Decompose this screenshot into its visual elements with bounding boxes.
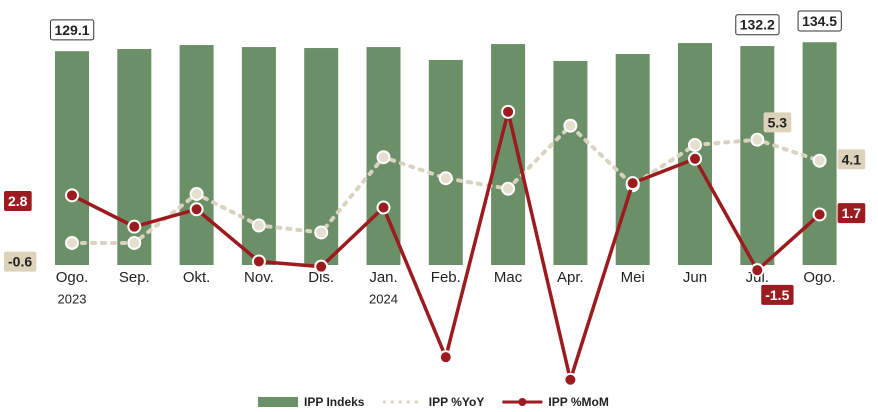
- x-tick-label: Sep.: [119, 269, 150, 286]
- legend-swatch-dot: [518, 398, 527, 406]
- line-value-label-box: [763, 112, 792, 133]
- point: [563, 372, 578, 387]
- legend-label: IPP %MoM: [548, 395, 608, 409]
- line-value-label: 5.3: [763, 112, 792, 133]
- point: [812, 207, 827, 222]
- line-value-label: -0.6: [4, 251, 37, 272]
- line-value-label-text: 5.3: [768, 114, 788, 130]
- legend-label: IPP %YoY: [429, 395, 485, 409]
- legend-label: IPP Indeks: [304, 395, 365, 409]
- line-value-label-box: [4, 251, 37, 272]
- line-value-label-text: 2.8: [8, 193, 28, 209]
- bar: [802, 42, 837, 265]
- point: [625, 176, 640, 191]
- x-tick-sublabel: 2024: [369, 291, 398, 306]
- bar-value-label-text: 134.5: [802, 13, 837, 29]
- bar-value-label-box: [49, 19, 95, 41]
- point: [688, 137, 702, 152]
- point: [501, 104, 516, 119]
- x-tick-label: Nov.: [244, 269, 274, 286]
- line-value-label-box: [4, 191, 32, 212]
- line-value-label: -1.5: [761, 284, 794, 305]
- point: [127, 219, 142, 234]
- x-tick-label: Jun: [683, 269, 707, 286]
- x-tick-label: Mei: [621, 269, 645, 286]
- x-tick-label: Dis.: [308, 269, 334, 286]
- legend-swatch: [258, 397, 298, 407]
- x-tick-label: Ogo.: [803, 269, 836, 286]
- bar-value-label-box: [797, 10, 842, 32]
- point: [376, 200, 391, 215]
- line-value-label-box: [837, 203, 866, 224]
- point: [189, 186, 204, 201]
- point: [438, 171, 453, 186]
- x-tick-label: Mac: [494, 269, 523, 286]
- point: [750, 132, 765, 147]
- line-value-label-text: -0.6: [8, 254, 32, 270]
- point: [314, 259, 329, 274]
- point: [501, 181, 516, 196]
- bar: [740, 46, 775, 266]
- bar-value-label: 134.5: [797, 10, 842, 32]
- x-tick-sublabel: 2023: [58, 291, 87, 306]
- line-value-label: 1.7: [837, 203, 866, 224]
- point: [376, 150, 391, 165]
- point: [251, 218, 266, 233]
- point: [189, 202, 204, 217]
- bar: [55, 51, 89, 265]
- point: [750, 263, 765, 278]
- x-tick-label: Apr.: [557, 269, 584, 286]
- line-value-label-text: 1.7: [842, 205, 862, 221]
- line-value-label-box: [837, 149, 866, 170]
- line-value-label: 2.8: [4, 191, 32, 212]
- line-value-label-text: -1.5: [765, 287, 789, 303]
- line-value-label-box: [761, 284, 794, 305]
- point: [438, 350, 453, 365]
- bar-value-label-box: [735, 14, 780, 36]
- bar-value-label-text: 132.2: [740, 17, 775, 33]
- x-tick-label: Ogo.: [56, 269, 89, 286]
- point: [251, 254, 266, 269]
- point: [65, 235, 79, 250]
- bar-value-label-text: 129.1: [54, 22, 89, 38]
- point: [127, 235, 142, 250]
- bar: [615, 53, 650, 266]
- bar-value-label: 129.1: [49, 19, 95, 41]
- point: [812, 153, 827, 168]
- point: [65, 188, 79, 203]
- bar: [428, 59, 463, 265]
- point: [688, 151, 702, 166]
- bar-value-label: 132.2: [735, 14, 780, 36]
- x-tick-label: Jan.: [369, 269, 397, 286]
- point: [563, 118, 578, 133]
- bar: [179, 45, 214, 265]
- line-value-label-text: 4.1: [842, 151, 862, 167]
- line-value-label: 4.1: [837, 149, 866, 170]
- point: [314, 225, 329, 240]
- x-tick-label: Okt.: [183, 269, 211, 286]
- x-tick-label: Feb.: [431, 269, 461, 286]
- bar: [553, 60, 588, 266]
